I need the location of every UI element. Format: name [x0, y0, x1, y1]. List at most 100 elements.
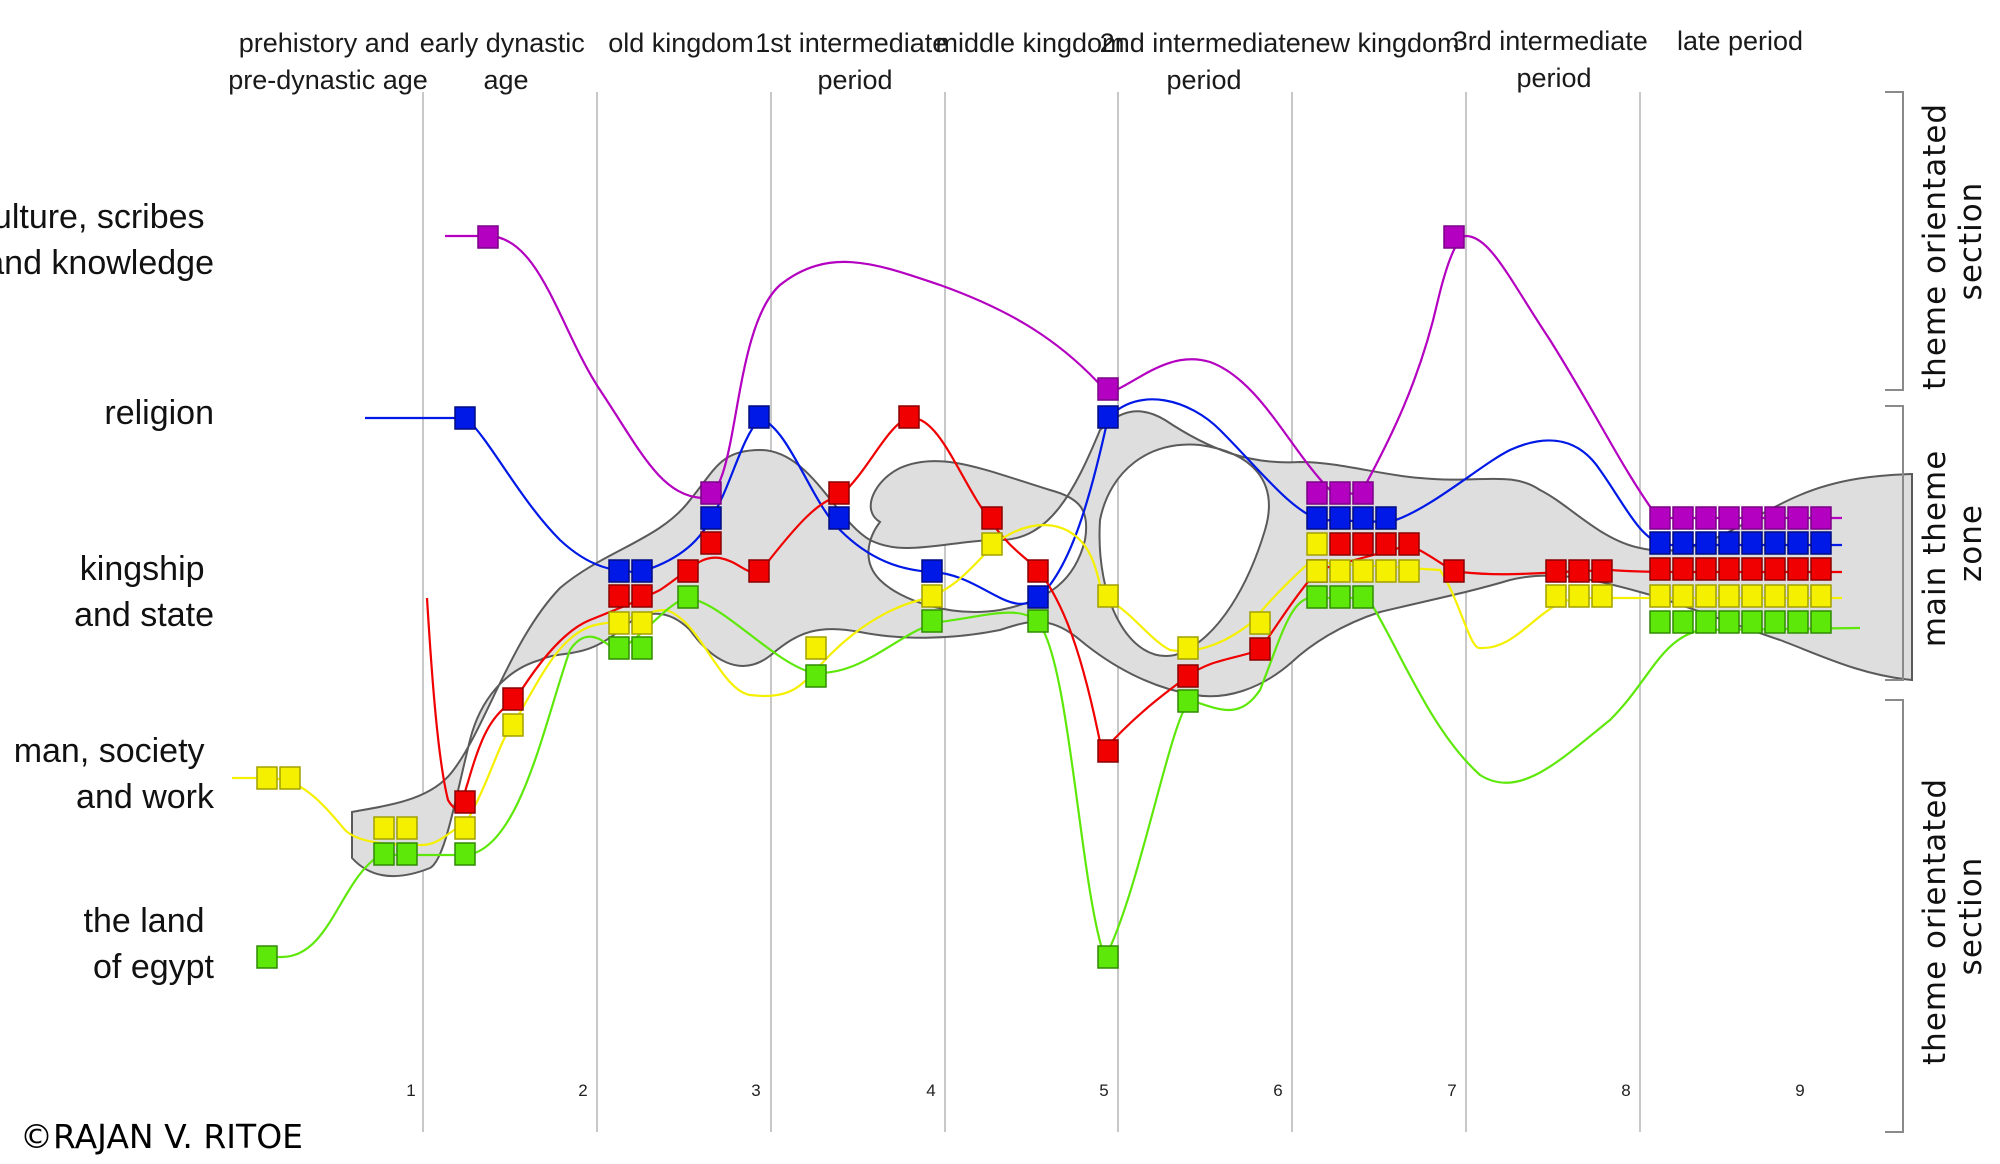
theme-land-label: the land of egypt: [84, 902, 215, 986]
marker: [677, 585, 699, 609]
culture-line: [445, 234, 1842, 520]
marker: [373, 816, 395, 840]
marker: [1306, 585, 1328, 609]
marker: [1695, 557, 1717, 581]
marker: [1249, 637, 1271, 661]
kingship-markers: [454, 405, 1832, 814]
land-markers: [256, 585, 1832, 969]
marker: [1352, 506, 1374, 530]
marker: [1375, 532, 1397, 556]
marker-squares: [256, 225, 1832, 969]
marker: [805, 664, 827, 688]
copyright-notice: ©RAJAN V. RITOE: [20, 1117, 303, 1156]
marker: [1695, 531, 1717, 555]
marker: [1375, 559, 1397, 583]
marker: [1787, 557, 1809, 581]
marker: [700, 506, 722, 530]
marker: [454, 842, 476, 866]
marker: [1398, 559, 1420, 583]
marker: [1718, 584, 1740, 608]
marker: [1764, 610, 1786, 634]
boundary-number: 3: [751, 1081, 760, 1100]
land-line: [270, 596, 1861, 961]
marker: [921, 559, 943, 583]
theme-kingship-label: kingship and state: [74, 550, 214, 634]
marker: [1695, 584, 1717, 608]
period-middle-kingdom: middle kingdom: [935, 28, 1124, 58]
marker: [1787, 610, 1809, 634]
marker: [1545, 584, 1567, 608]
marker: [502, 687, 524, 711]
marker: [279, 766, 301, 790]
marker: [1649, 506, 1671, 530]
marker: [631, 611, 653, 635]
theme-culture-label: culture, scribes and knowledge: [0, 198, 214, 282]
section-upper-label: theme orientated section: [1917, 92, 1989, 390]
marker: [1329, 481, 1351, 505]
marker: [1718, 506, 1740, 530]
marker: [608, 611, 630, 635]
marker: [631, 636, 653, 660]
marker: [981, 532, 1003, 556]
marker: [1398, 532, 1420, 556]
marker: [1568, 559, 1590, 583]
boundary-number: 7: [1447, 1081, 1456, 1100]
marker: [1027, 585, 1049, 609]
marker: [1352, 559, 1374, 583]
section-labels: theme orientated section main theme zone…: [1917, 92, 1989, 1065]
marker: [1649, 531, 1671, 555]
period-second-intermediate: 2nd intermediate period: [1100, 28, 1309, 95]
marker: [256, 766, 278, 790]
marker: [1443, 225, 1465, 249]
bracket-main: [1885, 405, 1904, 681]
marker: [396, 816, 418, 840]
marker: [631, 584, 653, 608]
marker: [608, 636, 630, 660]
marker: [502, 713, 524, 737]
marker: [1787, 584, 1809, 608]
marker: [1741, 557, 1763, 581]
culture-markers: [477, 225, 1832, 530]
period-new-kingdom: new kingdom: [1300, 28, 1459, 58]
marker: [1306, 481, 1328, 505]
marker: [1810, 584, 1832, 608]
marker: [748, 559, 770, 583]
marker: [477, 225, 499, 249]
main-theme-band: [351, 410, 1914, 877]
boundary-number: 2: [578, 1081, 587, 1100]
marker: [1649, 610, 1671, 634]
marker: [1810, 557, 1832, 581]
marker: [373, 842, 395, 866]
marker: [1591, 559, 1613, 583]
marker: [1741, 531, 1763, 555]
boundary-number: 1: [406, 1081, 415, 1100]
marker: [828, 481, 850, 505]
period-early-dynastic: early dynastic age: [420, 28, 593, 95]
marker: [828, 506, 850, 530]
bracket-lower: [1885, 699, 1904, 1133]
marker: [1027, 609, 1049, 633]
marker: [1177, 636, 1199, 660]
marker: [1672, 506, 1694, 530]
marker: [1329, 585, 1351, 609]
marker: [256, 945, 278, 969]
marker: [1097, 739, 1119, 763]
marker: [1718, 557, 1740, 581]
marker: [921, 584, 943, 608]
boundary-number: 6: [1273, 1081, 1282, 1100]
theme-labels: culture, scribes and knowledge religion …: [0, 198, 215, 986]
marker: [1545, 559, 1567, 583]
marker: [1352, 481, 1374, 505]
theme-religion-label: religion: [104, 394, 214, 432]
marker: [1810, 506, 1832, 530]
section-main-label: main theme zone: [1917, 439, 1989, 647]
band-shape: [351, 410, 1914, 877]
marker: [1672, 584, 1694, 608]
marker: [1443, 559, 1465, 583]
boundary-numbers: 1 2 3 4 5 6 7 8 9: [406, 1081, 1804, 1100]
section-lower-label: theme orientated section: [1917, 767, 1989, 1065]
marker: [1249, 611, 1271, 635]
marker: [1695, 506, 1717, 530]
marker: [898, 405, 920, 429]
marker: [1329, 532, 1351, 556]
